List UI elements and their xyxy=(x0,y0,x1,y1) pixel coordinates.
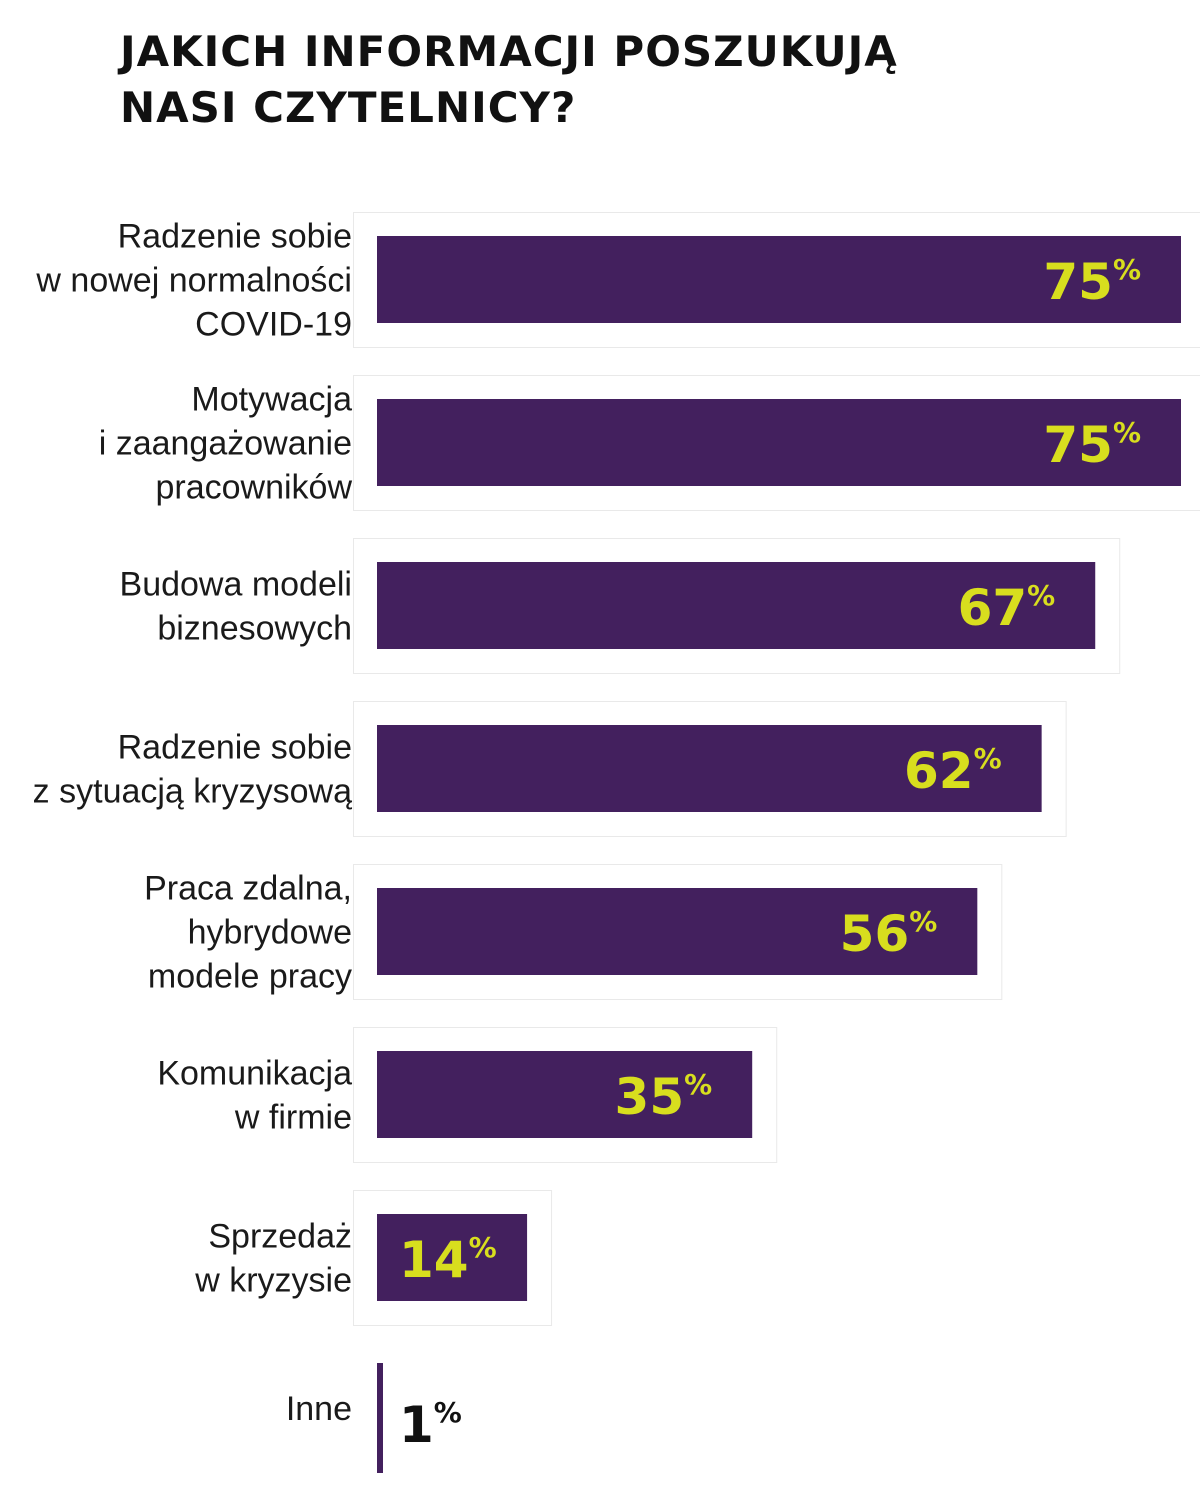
bar-panel xyxy=(353,1190,553,1326)
bar xyxy=(377,1363,383,1473)
category-label: Motywacja xyxy=(191,381,352,419)
bar-panel xyxy=(353,375,1200,511)
bar-row: Inne 1% xyxy=(286,1363,462,1473)
category-label: z sytuacją kryzysową xyxy=(33,773,352,811)
category-label: Budowa modeli xyxy=(120,566,352,604)
category-label: modele pracy xyxy=(148,958,352,996)
bar-row: Praca zdalna, hybrydowe modele pracy 56% xyxy=(144,864,1003,1000)
chart-title-line-1: JAKICH INFORMACJI POSZUKUJĄ xyxy=(120,27,898,76)
category-label: Sprzedaż xyxy=(208,1218,352,1256)
category-label: w kryzysie xyxy=(194,1262,352,1300)
bar xyxy=(377,1051,753,1138)
bar-row: Budowa modeli biznesowych 67% xyxy=(120,538,1121,674)
category-label: Praca zdalna, xyxy=(144,870,352,908)
category-label: pracowników xyxy=(155,469,352,507)
bar-row: Radzenie sobie z sytuacją kryzysową 62% xyxy=(33,701,1067,837)
data-label: 75% xyxy=(1043,253,1141,311)
bar-row: Motywacja i zaangażowanie pracowników 75% xyxy=(99,375,1200,511)
bar-row: Radzenie sobie w nowej normalności COVID-1… xyxy=(35,212,1200,348)
category-label: Inne xyxy=(286,1390,352,1428)
data-label: 35% xyxy=(615,1068,713,1126)
category-label: Radzenie sobie xyxy=(118,729,352,767)
category-label: w nowej normalności xyxy=(35,262,352,300)
bar-panel xyxy=(353,538,1121,674)
category-label: Komunikacja xyxy=(157,1055,352,1093)
category-label: hybrydowe xyxy=(188,914,352,952)
bar-panel xyxy=(353,864,1003,1000)
bar xyxy=(377,888,978,975)
category-label: COVID-19 xyxy=(195,306,352,344)
data-label: 62% xyxy=(904,742,1002,800)
bar xyxy=(377,725,1042,812)
category-label: Radzenie sobie xyxy=(118,218,352,256)
category-label: w firmie xyxy=(234,1099,352,1137)
category-label: i zaangażowanie xyxy=(99,425,352,463)
bar-panel xyxy=(353,1027,778,1163)
data-label: 56% xyxy=(840,905,938,963)
bar xyxy=(377,562,1096,649)
bar-panel xyxy=(353,701,1067,837)
chart-title: JAKICH INFORMACJI POSZUKUJĄ NASI CZYTELN… xyxy=(120,24,1120,136)
bar xyxy=(377,236,1181,323)
category-label: biznesowych xyxy=(157,610,352,648)
bar-row: Komunikacja w firmie 35% xyxy=(157,1027,778,1163)
data-label: 75% xyxy=(1043,416,1141,474)
chart-title-line-2: NASI CZYTELNICY? xyxy=(120,83,577,132)
bar-panel xyxy=(353,212,1200,348)
bar xyxy=(377,1214,528,1301)
bar-row: Sprzedaż w kryzysie 14% xyxy=(194,1190,553,1326)
data-label: 67% xyxy=(958,579,1056,637)
data-label: 1% xyxy=(399,1396,462,1454)
bar xyxy=(377,399,1181,486)
data-label: 14% xyxy=(399,1231,497,1289)
